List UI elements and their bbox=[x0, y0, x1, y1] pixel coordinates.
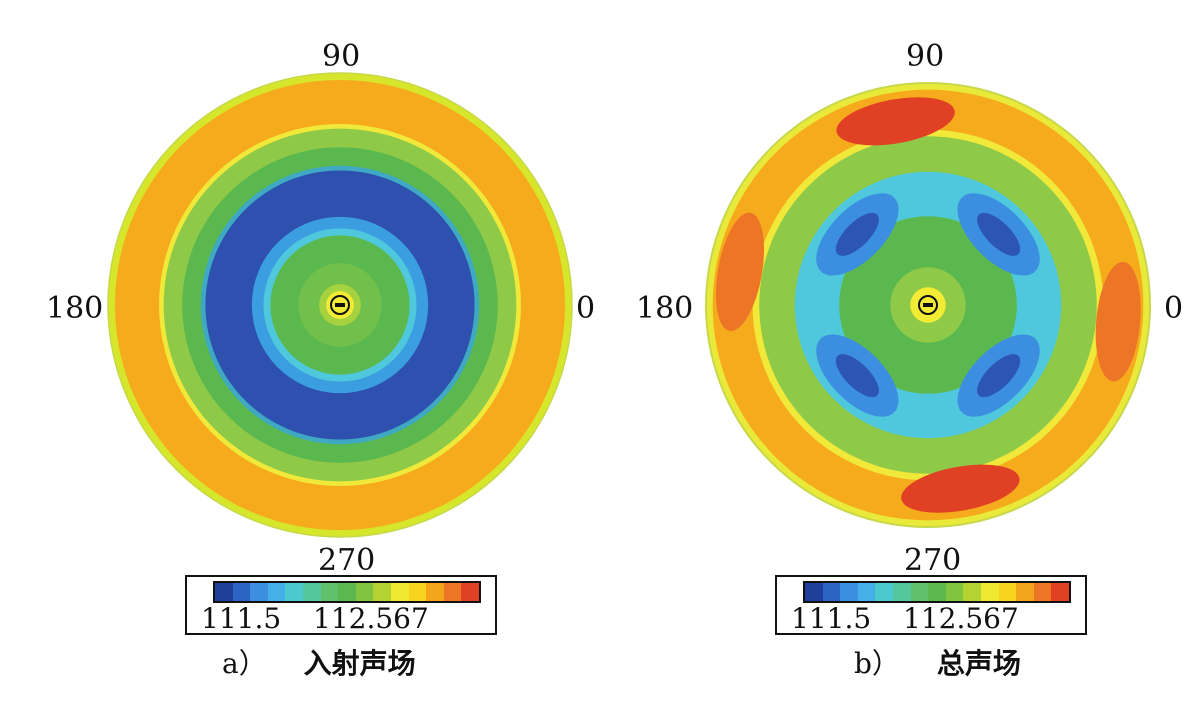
cold-core bbox=[835, 354, 879, 398]
colorbar-swatch bbox=[945, 583, 964, 601]
colorbar-swatch bbox=[892, 583, 911, 601]
colorbar-swatch bbox=[250, 583, 268, 601]
colorbar-swatch bbox=[857, 583, 876, 601]
angle-label-270: 270 bbox=[318, 543, 376, 578]
center-marker-dash bbox=[923, 303, 933, 307]
caption-b: b） 总声场 bbox=[854, 648, 1021, 680]
colorbar-swatch bbox=[840, 583, 858, 601]
caption-title: 入射声场 bbox=[303, 647, 416, 680]
colorbar-tick-mid: 112.567 bbox=[313, 602, 429, 635]
colorbar-swatch bbox=[805, 583, 823, 601]
colorbar-swatch bbox=[320, 583, 339, 601]
colorbar-a bbox=[213, 581, 481, 603]
angle-label-90: 90 bbox=[906, 39, 945, 74]
colorbar-swatch bbox=[267, 583, 286, 601]
colorbar-tick-mid: 112.567 bbox=[903, 602, 1019, 635]
colorbar-b bbox=[803, 581, 1071, 603]
caption-index: b） bbox=[854, 647, 900, 680]
colorbar-swatch bbox=[232, 583, 251, 601]
colorbar-swatch bbox=[285, 583, 303, 601]
cold-core bbox=[977, 212, 1021, 256]
colorbar-legend-b: 111.5 112.567 bbox=[775, 575, 1087, 635]
colorbar-swatch bbox=[338, 583, 356, 601]
colorbar-swatch bbox=[1051, 583, 1069, 601]
center-marker-dash bbox=[335, 303, 345, 307]
plot-outline bbox=[705, 82, 1151, 528]
angle-label-90: 90 bbox=[322, 39, 361, 74]
panel-a: 90 0 270 180 111.5 112.567 a） 入射声场 bbox=[46, 39, 596, 680]
angle-label-0: 0 bbox=[576, 291, 596, 326]
colorbar-swatch bbox=[215, 583, 233, 601]
colorbar-swatch bbox=[998, 583, 1017, 601]
colorbar-tick-min: 111.5 bbox=[791, 602, 872, 635]
cold-core bbox=[977, 354, 1021, 398]
colorbar-swatch bbox=[355, 583, 374, 601]
colorbar-swatch bbox=[302, 583, 321, 601]
colorbar-swatch bbox=[928, 583, 946, 601]
panel-b: 90 0 270 180 111.5 112.567 b） 总声场 bbox=[590, 0, 1190, 710]
caption-index: a） bbox=[222, 647, 267, 680]
caption-title: 总声场 bbox=[936, 647, 1021, 680]
colorbar-swatch bbox=[443, 583, 462, 601]
caption-a: a） 入射声场 bbox=[222, 648, 416, 680]
colorbar-swatch bbox=[963, 583, 981, 601]
hot-region bbox=[1095, 261, 1141, 382]
colorbar-legend-a: 111.5 112.567 bbox=[185, 575, 497, 635]
colorbar-swatch bbox=[1033, 583, 1052, 601]
colorbar-swatch bbox=[1016, 583, 1034, 601]
angle-label-0: 0 bbox=[1164, 291, 1184, 326]
cold-core bbox=[835, 212, 879, 256]
colorbar-swatch bbox=[390, 583, 409, 601]
polar-contour-plot-b bbox=[705, 82, 1151, 528]
colorbar-swatch bbox=[980, 583, 999, 601]
colorbar-swatch bbox=[408, 583, 427, 601]
angle-label-180: 180 bbox=[46, 291, 104, 326]
hot-region bbox=[836, 97, 955, 146]
colorbar-swatch bbox=[910, 583, 929, 601]
angle-label-180: 180 bbox=[636, 291, 694, 326]
colorbar-swatch bbox=[373, 583, 391, 601]
colorbar-tick-min: 111.5 bbox=[201, 602, 282, 635]
hot-region bbox=[901, 464, 1020, 513]
angle-label-270: 270 bbox=[904, 543, 962, 578]
colorbar-swatch bbox=[461, 583, 479, 601]
colorbar-swatch bbox=[426, 583, 444, 601]
hot-region bbox=[715, 212, 765, 332]
polar-contour-plot-a bbox=[107, 72, 573, 538]
colorbar-swatch bbox=[875, 583, 893, 601]
colorbar-swatch bbox=[822, 583, 841, 601]
